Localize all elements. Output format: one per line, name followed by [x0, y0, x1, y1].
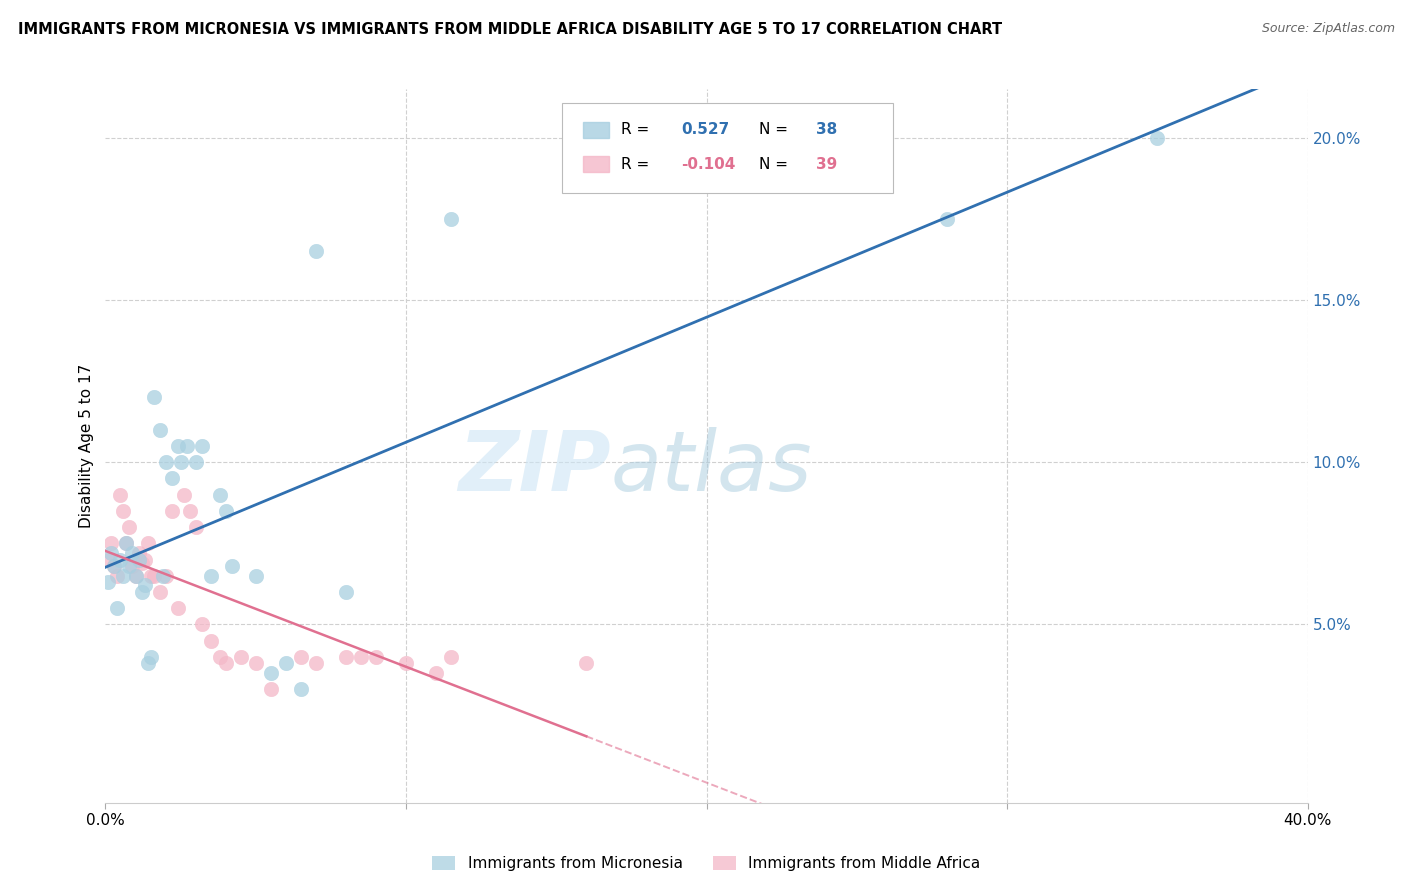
Point [103, 559, 125, 574]
Text: Source: ZipAtlas.com: Source: ZipAtlas.com [1261, 22, 1395, 36]
Point [335, 585, 357, 599]
Point [335, 649, 357, 664]
Point [179, 504, 201, 518]
Text: 39: 39 [815, 157, 837, 171]
Point [260, 682, 283, 697]
Point [152, 568, 174, 582]
Point [274, 657, 297, 671]
Point [214, 657, 236, 671]
Point [208, 649, 231, 664]
Point [155, 455, 177, 469]
Point [440, 649, 463, 664]
Point [440, 211, 463, 226]
Point [350, 649, 373, 664]
Text: -0.104: -0.104 [682, 157, 735, 171]
Point [290, 649, 312, 664]
Point [131, 556, 153, 570]
Point [936, 211, 959, 226]
Point [1146, 131, 1168, 145]
Point [190, 439, 212, 453]
Point [200, 568, 222, 582]
Point [136, 536, 159, 550]
Point [142, 390, 165, 404]
Point [103, 559, 125, 574]
Text: N =: N = [759, 122, 793, 137]
Text: ZIP: ZIP [458, 427, 610, 508]
Text: R =: R = [621, 157, 654, 171]
Point [131, 585, 153, 599]
Text: N =: N = [759, 157, 793, 171]
Point [124, 568, 146, 582]
Point [100, 546, 122, 560]
Point [214, 504, 236, 518]
Point [260, 666, 283, 681]
Text: IMMIGRANTS FROM MICRONESIA VS IMMIGRANTS FROM MIDDLE AFRICA DISABILITY AGE 5 TO : IMMIGRANTS FROM MICRONESIA VS IMMIGRANTS… [18, 22, 1002, 37]
Point [136, 657, 159, 671]
Point [97, 575, 120, 590]
Point [118, 520, 141, 534]
Point [118, 559, 141, 574]
Point [166, 439, 188, 453]
Bar [582, 156, 609, 172]
Point [142, 568, 165, 582]
Point [173, 488, 195, 502]
Point [107, 601, 129, 615]
Text: atlas: atlas [610, 427, 813, 508]
Point [184, 520, 207, 534]
FancyBboxPatch shape [562, 103, 893, 193]
Point [176, 439, 198, 453]
Point [121, 546, 143, 560]
Point [166, 601, 188, 615]
Point [112, 504, 135, 518]
Point [115, 536, 138, 550]
Point [148, 423, 170, 437]
Point [115, 536, 138, 550]
Point [575, 657, 598, 671]
Point [128, 546, 150, 560]
Point [134, 552, 156, 566]
Text: 38: 38 [815, 122, 837, 137]
Point [200, 633, 222, 648]
Point [160, 504, 183, 518]
Point [110, 552, 132, 566]
Point [110, 488, 132, 502]
Point [245, 657, 267, 671]
Point [124, 568, 146, 582]
Point [128, 552, 150, 566]
Point [139, 649, 162, 664]
Point [97, 552, 120, 566]
Point [425, 666, 447, 681]
Point [121, 559, 143, 574]
Point [107, 568, 129, 582]
Point [208, 488, 231, 502]
Point [221, 559, 243, 574]
Point [148, 585, 170, 599]
Point [305, 657, 328, 671]
Point [112, 568, 135, 582]
Point [305, 244, 328, 259]
Point [160, 471, 183, 485]
Point [184, 455, 207, 469]
Point [139, 568, 162, 582]
Point [100, 536, 122, 550]
Point [169, 455, 191, 469]
Y-axis label: Disability Age 5 to 17: Disability Age 5 to 17 [79, 364, 94, 528]
Bar [582, 122, 609, 137]
Point [395, 657, 418, 671]
Point [229, 649, 252, 664]
Text: R =: R = [621, 122, 654, 137]
Text: 0.527: 0.527 [682, 122, 730, 137]
Point [364, 649, 387, 664]
Point [190, 617, 212, 632]
Point [290, 682, 312, 697]
Point [245, 568, 267, 582]
Point [155, 568, 177, 582]
Legend: Immigrants from Micronesia, Immigrants from Middle Africa: Immigrants from Micronesia, Immigrants f… [426, 850, 987, 877]
Point [134, 578, 156, 592]
